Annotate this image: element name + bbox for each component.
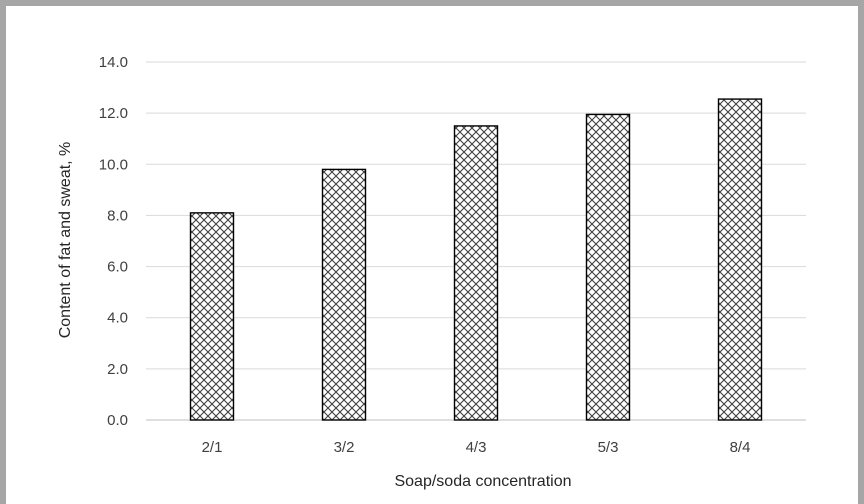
y-tick-label: 0.0 [107,412,128,429]
x-tick-label: 8/4 [730,439,751,456]
y-tick-label: 14.0 [99,54,128,71]
bar-5-3 [585,113,631,421]
x-axis-ticks: 2/1 3/2 4/3 5/3 8/4 [202,439,751,456]
y-axis-ticks: 0.0 2.0 4.0 6.0 8.0 10.0 12.0 14.0 [99,54,128,429]
x-tick-label: 5/3 [598,439,619,456]
y-tick-label: 8.0 [107,207,128,224]
bar-4-3 [453,125,499,421]
y-tick-label: 6.0 [107,259,128,276]
y-axis-title: Content of fat and sweat, % [57,142,74,339]
y-tick-label: 4.0 [107,310,128,327]
bars [189,98,763,421]
x-axis-title: Soap/soda concentration [394,473,571,490]
y-tick-label: 10.0 [99,156,128,173]
y-tick-label: 2.0 [107,361,128,378]
x-tick-label: 4/3 [466,439,487,456]
x-tick-label: 3/2 [334,439,355,456]
x-tick-label: 2/1 [202,439,223,456]
bar-8-4 [717,98,763,421]
bar-2-1 [189,212,235,421]
bar-3-2 [321,168,367,421]
y-tick-label: 12.0 [99,105,128,122]
